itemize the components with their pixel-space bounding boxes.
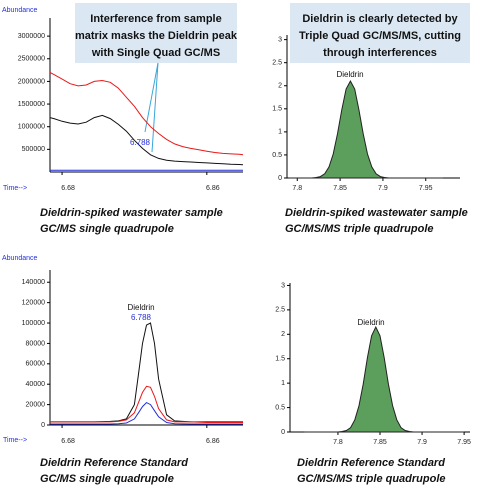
- y-tick-label: 20000: [26, 401, 46, 408]
- y-tick-label: 100000: [22, 320, 45, 327]
- peak-label: Dieldrin: [127, 303, 154, 312]
- callout-box: [75, 3, 237, 63]
- callout-text: with Single Quad GC/MS: [91, 47, 220, 59]
- y-tick-label: 40000: [26, 381, 46, 388]
- y-tick-label: 3: [281, 282, 285, 289]
- x-tick-label: 6.68: [61, 185, 75, 192]
- caption: Dieldrin Reference Standard: [297, 457, 445, 469]
- x-tick-label: 7.9: [417, 439, 427, 446]
- x-tick-label: 7.85: [333, 185, 347, 192]
- y-tick-label: 2: [281, 331, 285, 338]
- peak-label: Dieldrin: [357, 318, 384, 327]
- trace: [50, 322, 243, 423]
- caption: GC/MS single quadrupole: [40, 223, 174, 235]
- y-tick-label: 120000: [22, 299, 45, 306]
- y-tick-label: 0: [278, 175, 282, 182]
- caption: Dieldrin-spiked wastewater sample: [40, 207, 223, 219]
- y-tick-label: 1: [278, 129, 282, 136]
- y-tick-label: 3: [278, 36, 282, 43]
- y-tick-label: 1.5: [272, 106, 282, 113]
- y-tick-label: 1.5: [275, 356, 285, 363]
- callout-arrow: [144, 62, 159, 133]
- peak-area: [304, 325, 465, 433]
- trace: [49, 71, 244, 156]
- callout-text: Interference from sample: [90, 13, 221, 25]
- y-tick-label: 500000: [22, 146, 45, 153]
- x-tick-label: 7.85: [373, 439, 387, 446]
- y-tick-label: 140000: [22, 279, 45, 286]
- y-tick-label: 2.5: [272, 60, 282, 67]
- peak-label: 6.788: [130, 138, 151, 147]
- y-tick-label: 0.5: [272, 152, 282, 159]
- x-tick-label: 7.8: [292, 185, 302, 192]
- peak-label: Dieldrin: [336, 70, 363, 79]
- x-tick-label: 7.9: [378, 185, 388, 192]
- x-tick-label: 7.95: [457, 439, 471, 446]
- callout-text: Dieldrin is clearly detected by: [302, 13, 458, 25]
- callout-arrow: [151, 62, 159, 153]
- y-tick-label: 2500000: [18, 56, 45, 63]
- trace: [50, 385, 243, 423]
- trace: [50, 401, 243, 425]
- callout-box: [290, 3, 470, 63]
- peak-area: [288, 80, 443, 179]
- y-tick-label: 0: [281, 429, 285, 436]
- trace: [49, 114, 244, 166]
- y-tick-label: 2000000: [18, 78, 45, 85]
- y-tick-label: 60000: [26, 361, 46, 368]
- caption: GC/MS single quadrupole: [40, 473, 174, 485]
- caption: Dieldrin-spiked wastewater sample: [285, 207, 468, 219]
- peak-label: 6.788: [131, 313, 152, 322]
- x-tick-label: 6.68: [61, 438, 75, 445]
- y-tick-label: 1: [281, 380, 285, 387]
- y-tick-label: 80000: [26, 340, 46, 347]
- y-tick-label: 0.5: [275, 404, 285, 411]
- callout-text: matrix masks the Dieldrin peak: [75, 30, 238, 42]
- caption: GC/MS/MS triple quadrupole: [297, 473, 446, 485]
- caption: GC/MS/MS triple quadrupole: [285, 223, 434, 235]
- x-tick-label: 7.8: [333, 439, 343, 446]
- x-tick-label: 7.95: [419, 185, 433, 192]
- callout-text: through interferences: [323, 47, 437, 59]
- x-axis-label: Time-->: [3, 185, 27, 192]
- y-axis-label: Abundance: [2, 7, 38, 14]
- y-axis-label: Abundance: [2, 255, 38, 262]
- x-tick-label: 6.86: [206, 185, 220, 192]
- y-tick-label: 1000000: [18, 124, 45, 131]
- x-tick-label: 6.86: [206, 438, 220, 445]
- y-tick-label: 1500000: [18, 101, 45, 108]
- y-tick-label: 0: [41, 422, 45, 429]
- y-tick-label: 3000000: [18, 33, 45, 40]
- x-axis-label: Time-->: [3, 437, 27, 444]
- caption: Dieldrin Reference Standard: [40, 457, 188, 469]
- callout-text: Triple Quad GC/MS/MS, cutting: [299, 30, 461, 42]
- y-tick-label: 2.5: [275, 307, 285, 314]
- y-tick-label: 2: [278, 83, 282, 90]
